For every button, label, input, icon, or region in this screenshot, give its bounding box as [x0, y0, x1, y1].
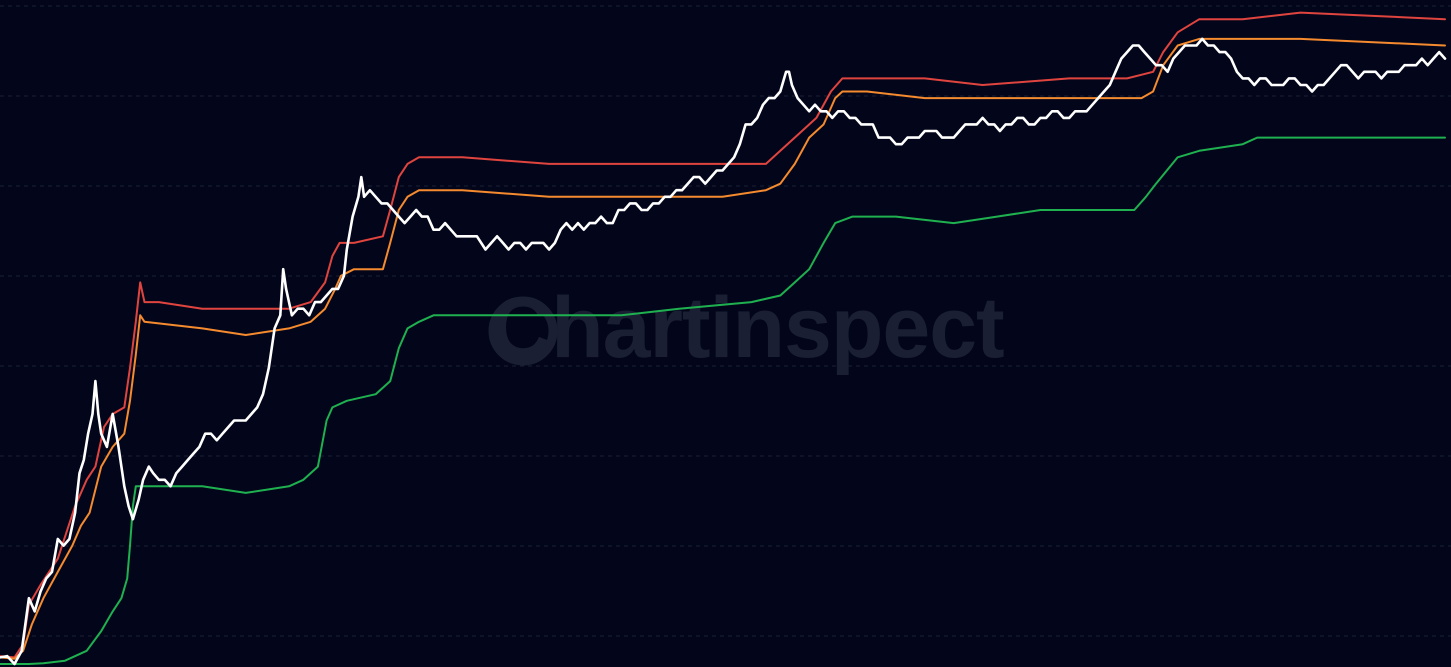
series-line-4 [0, 37, 1447, 666]
watermark-logo-icon [488, 296, 558, 366]
series-group [0, 11, 1447, 666]
watermark-text: Chartinspect [490, 280, 1004, 376]
series-line-1 [0, 11, 1446, 659]
grid-lines [0, 5, 1451, 637]
series-line-2 [0, 37, 1446, 660]
watermark: Chartinspect [488, 280, 1005, 376]
series-line-3 [0, 136, 1446, 665]
